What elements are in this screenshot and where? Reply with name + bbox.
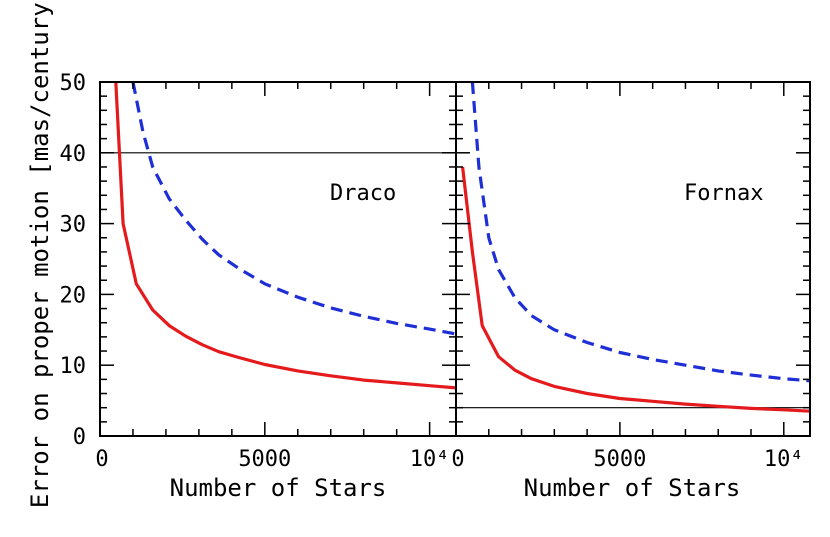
- y-tick-label: 50: [60, 71, 87, 96]
- series-dashed-blue: [131, 82, 456, 336]
- series-solid-red: [114, 82, 456, 390]
- series-dashed-blue: [470, 82, 810, 383]
- y-tick-label: 10: [60, 354, 87, 379]
- x-tick-label: 0: [95, 447, 108, 472]
- y-tick-label: 30: [60, 213, 87, 238]
- y-axis-title-group: Error on proper motion [mas/century]: [26, 0, 54, 508]
- plot-frame: [455, 81, 811, 437]
- x-axis-title: Number of Stars: [170, 474, 387, 502]
- series-solid-red: [461, 166, 810, 413]
- series-group: [456, 82, 810, 413]
- y-axis-title: Error on proper motion [mas/century]: [26, 0, 54, 508]
- series-group: [100, 82, 456, 390]
- x-tick-label: 10⁴: [410, 447, 450, 472]
- x-axis-title: Number of Stars: [524, 474, 741, 502]
- panel-label-fornax: Fornax: [684, 181, 763, 206]
- panel-draco: 0 10 20 30 40 50 0 5000 10⁴ Number of Stars Draco: [60, 71, 457, 502]
- y-tick-label: 20: [60, 283, 87, 308]
- x-tick-label: 10⁴: [764, 447, 804, 472]
- y-tick-label: 40: [60, 142, 87, 167]
- panel-fornax: 0 5000 10⁴ Number of Stars Fornax: [451, 81, 811, 502]
- panel-label-draco: Draco: [330, 181, 396, 206]
- x-tick-label: 5000: [238, 447, 291, 472]
- y-tick-label: 0: [73, 425, 86, 450]
- x-tick-label: 5000: [593, 447, 646, 472]
- x-tick-label: 0: [451, 447, 464, 472]
